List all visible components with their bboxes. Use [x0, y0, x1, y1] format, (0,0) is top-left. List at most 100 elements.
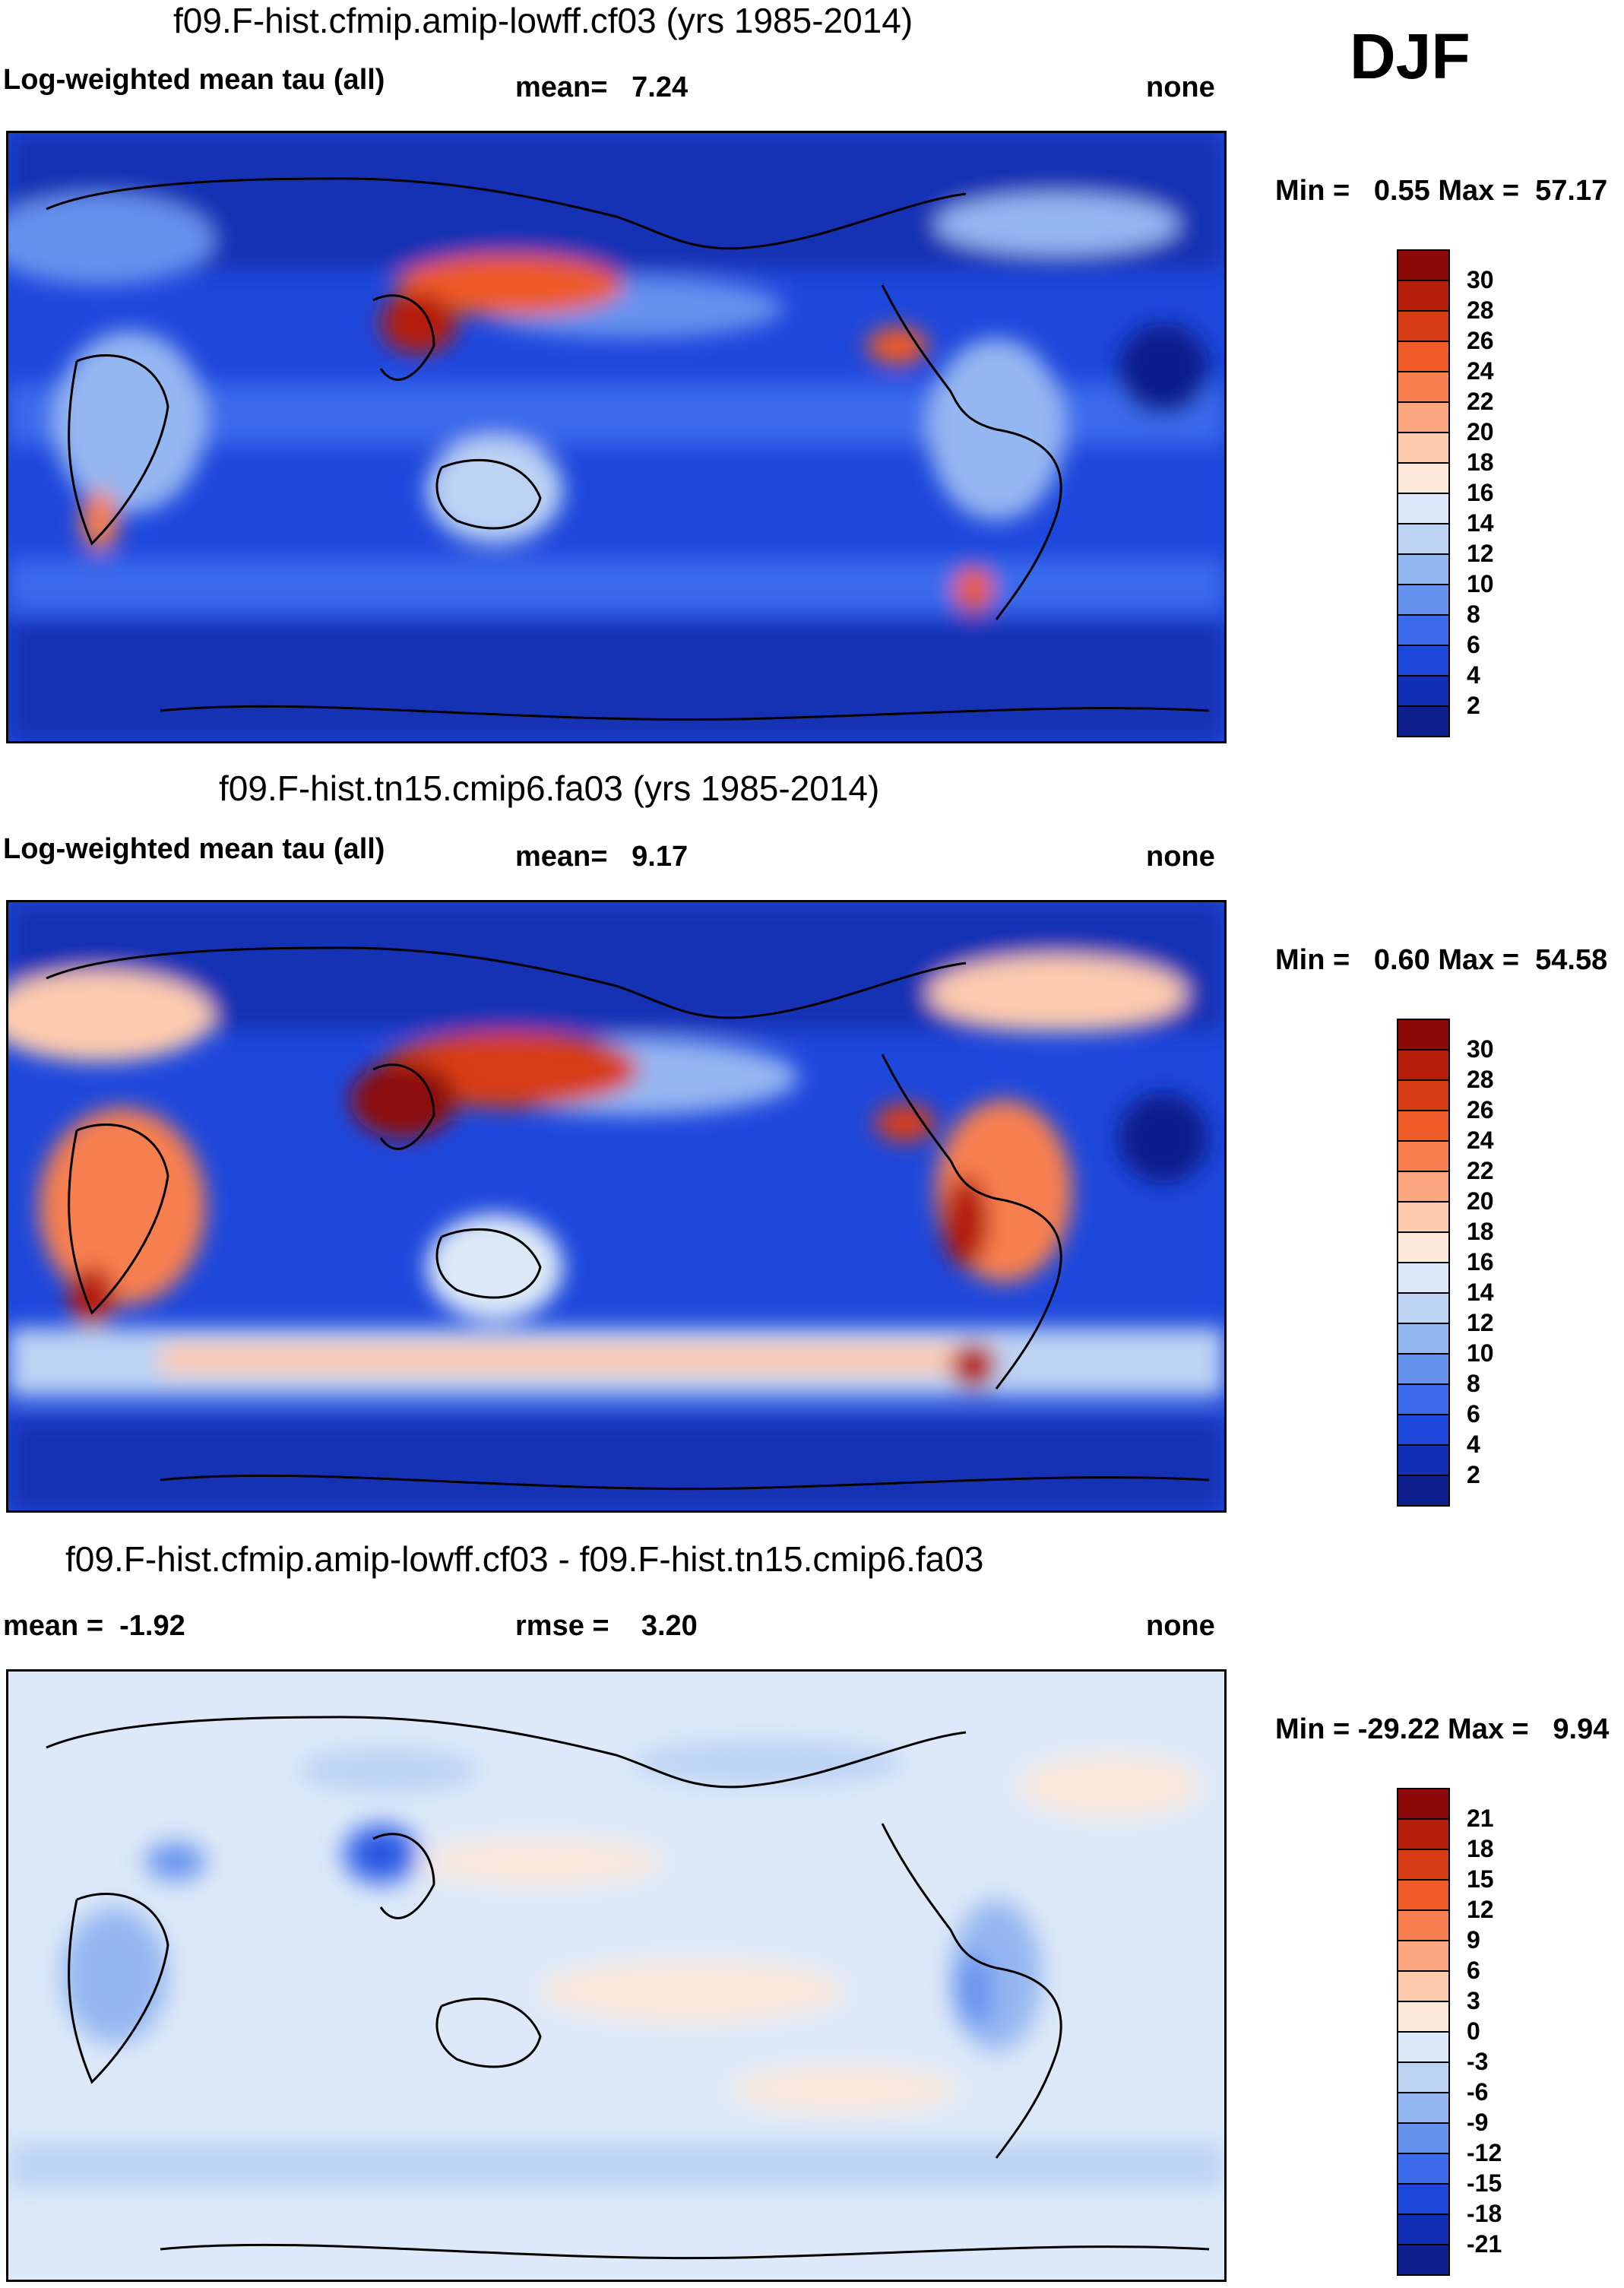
colorbar-swatch [1397, 584, 1450, 616]
colorbar-swatch [1397, 2122, 1450, 2154]
colorbar-tick-label: 28 [1467, 1066, 1494, 1093]
panel-3-colorbar: 21 18 15 12 9 6 3 0 -3 -6 -9 -12 -15 -18 -21 [1397, 1788, 1502, 2276]
colorbar-tick-label: 0 [1467, 2017, 1480, 2045]
colorbar-swatch [1397, 1201, 1450, 1233]
panel-3-title: f09.F-hist.cfmip.amip-lowff.cf03 - f09.F… [65, 1539, 984, 1579]
colorbar-tick-label: -3 [1467, 2048, 1489, 2075]
colorbar-tick-label: 14 [1467, 509, 1494, 537]
colorbar-swatch [1397, 553, 1450, 585]
colorbar-swatch [1397, 1788, 1450, 1820]
panel-1-title: f09.F-hist.cfmip.amip-lowff.cf03 (yrs 19… [173, 1, 913, 40]
colorbar-tick-label: 18 [1467, 1835, 1494, 1862]
colorbar-tick-label: 4 [1467, 661, 1480, 689]
colorbar-tick-label: 18 [1467, 1218, 1494, 1245]
panel-1-map-field [8, 133, 1224, 741]
colorbar-swatch [1397, 432, 1450, 464]
colorbar-swatch [1397, 1970, 1450, 2002]
colorbar-swatch [1397, 1383, 1450, 1415]
colorbar-swatch [1397, 280, 1450, 312]
panel-1-units-label: none [1146, 71, 1215, 103]
panel-2-map-field [8, 902, 1224, 1510]
colorbar-tick-label: 2 [1467, 1461, 1480, 1488]
colorbar-tick-label: 28 [1467, 296, 1494, 324]
colorbar-tick-label: 6 [1467, 631, 1480, 658]
colorbar-tick-label: 26 [1467, 327, 1494, 354]
panel-2-mean-label: mean= 9.17 [515, 841, 689, 873]
colorbar-swatch [1397, 1323, 1450, 1355]
colorbar-tick-label: 6 [1467, 1957, 1480, 1984]
colorbar-tick-label: 30 [1467, 1035, 1494, 1063]
colorbar-swatch [1397, 523, 1450, 555]
colorbar-swatch [1397, 1262, 1450, 1294]
colorbar-swatch [1397, 1049, 1450, 1081]
colorbar-swatch [1397, 1110, 1450, 1142]
colorbar-tick-label: 12 [1467, 540, 1494, 567]
panel-1-variable-label: Log-weighted mean tau (all) [3, 64, 385, 96]
colorbar-swatch [1397, 705, 1450, 737]
colorbar-swatch [1397, 310, 1450, 342]
panel-1-colorbar: 30 28 26 24 22 20 18 16 14 12 10 8 6 4 2 [1397, 249, 1494, 737]
colorbar-swatch [1397, 645, 1450, 677]
colorbar-swatch [1397, 1292, 1450, 1324]
colorbar-swatch [1397, 1849, 1450, 1881]
colorbar-swatch [1397, 1079, 1450, 1111]
colorbar-swatch [1397, 371, 1450, 403]
colorbar-swatch [1397, 1940, 1450, 1972]
panel-3-units-label: none [1146, 1610, 1215, 1642]
colorbar-swatch [1397, 2031, 1450, 2063]
colorbar-tick-label: 15 [1467, 1865, 1494, 1893]
colorbar-tick-label: 9 [1467, 1926, 1480, 1954]
colorbar-tick-label: 20 [1467, 1187, 1494, 1215]
panel-1-map [6, 131, 1227, 743]
colorbar-swatch [1397, 2214, 1450, 2245]
colorbar-tick-label: 22 [1467, 388, 1494, 415]
colorbar-swatch [1397, 675, 1450, 707]
colorbar-tick-label: 24 [1467, 1127, 1494, 1154]
colorbar-swatch [1397, 1171, 1450, 1203]
panel-2-units-label: none [1146, 841, 1215, 873]
panel-2-minmax: Min = 0.60 Max = 54.58 [1275, 944, 1608, 976]
colorbar-swatch [1397, 1444, 1450, 1476]
colorbar-tick-label: 10 [1467, 570, 1494, 597]
colorbar-tick-label: 26 [1467, 1096, 1494, 1123]
colorbar-swatch [1397, 2092, 1450, 2124]
colorbar-tick-label: 24 [1467, 357, 1494, 385]
colorbar-swatch [1397, 2061, 1450, 2093]
colorbar-swatch [1397, 2153, 1450, 2185]
colorbar-swatch [1397, 1231, 1450, 1263]
colorbar-tick-label: 18 [1467, 448, 1494, 476]
panel-2-map [6, 900, 1227, 1513]
panel-3-minmax: Min = -29.22 Max = 9.94 [1275, 1713, 1610, 1745]
colorbar-swatch [1397, 401, 1450, 433]
panel-3-rmse-label: rmse = 3.20 [515, 1610, 698, 1642]
panel-2-variable-label: Log-weighted mean tau (all) [3, 833, 385, 865]
colorbar-tick-label: -18 [1467, 2200, 1502, 2227]
colorbar-tick-label: 12 [1467, 1309, 1494, 1336]
colorbar-tick-label: 12 [1467, 1896, 1494, 1923]
colorbar-tick-label: 2 [1467, 692, 1480, 719]
season-label: DJF [1350, 21, 1470, 92]
colorbar-tick-label: 3 [1467, 1987, 1480, 2014]
colorbar-swatch [1397, 2001, 1450, 2033]
colorbar-tick-label: 6 [1467, 1400, 1480, 1428]
panel-3-map [6, 1669, 1227, 2282]
panel-2-title: f09.F-hist.tn15.cmip6.fa03 (yrs 1985-201… [219, 768, 880, 808]
panel-3-mean-label: mean = -1.92 [3, 1610, 185, 1642]
colorbar-swatch [1397, 341, 1450, 372]
colorbar-swatch [1397, 1879, 1450, 1911]
colorbar-tick-label: -9 [1467, 2109, 1489, 2136]
panel-1-minmax: Min = 0.55 Max = 57.17 [1275, 175, 1608, 207]
colorbar-tick-label: 22 [1467, 1157, 1494, 1184]
panel-1-mean-label: mean= 7.24 [515, 71, 689, 103]
panel-3-map-field [8, 1672, 1224, 2280]
colorbar-swatch [1397, 614, 1450, 646]
colorbar-tick-label: 10 [1467, 1339, 1494, 1367]
colorbar-tick-label: 8 [1467, 601, 1480, 628]
panel-2-colorbar: 30 28 26 24 22 20 18 16 14 12 10 8 6 4 2 [1397, 1019, 1494, 1507]
colorbar-swatch [1397, 1140, 1450, 1172]
colorbar-tick-label: 4 [1467, 1431, 1480, 1458]
colorbar-tick-label: 14 [1467, 1279, 1494, 1306]
colorbar-tick-label: 30 [1467, 266, 1494, 293]
colorbar-tick-label: -6 [1467, 2078, 1489, 2106]
colorbar-swatch [1397, 1414, 1450, 1446]
